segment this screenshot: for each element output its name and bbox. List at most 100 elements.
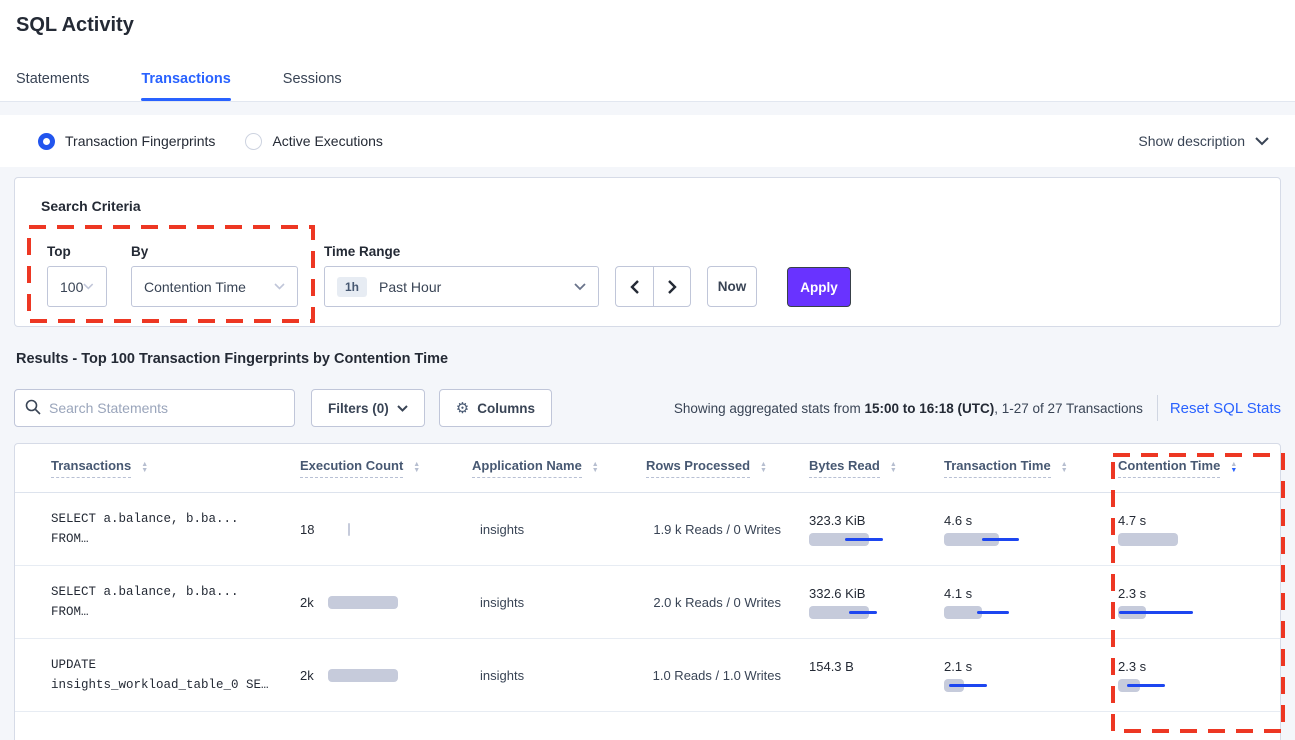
by-select[interactable]: Contention Time <box>131 266 298 307</box>
time-pager <box>615 266 691 307</box>
rows-processed-cell: 2.0 k Reads / 0 Writes <box>653 594 781 610</box>
radio-active-executions[interactable]: Active Executions <box>245 132 383 150</box>
stats-divider <box>1156 395 1158 421</box>
transaction-time-cell: 4.1 s <box>944 586 1118 619</box>
column-header-transaction-time[interactable]: Transaction Time ▲ ▼ <box>944 458 1118 478</box>
next-time-button[interactable] <box>653 267 690 306</box>
execution-count-cell: 18 <box>300 522 472 537</box>
search-criteria-heading: Search Criteria <box>41 198 141 214</box>
bytes-read-bar <box>809 605 919 619</box>
by-value: Contention Time <box>144 278 246 295</box>
bytes-read-cell: 154.3 B <box>809 659 944 692</box>
chevron-right-icon <box>668 279 677 294</box>
bytes-read-cell: 323.3 KiB <box>809 513 944 546</box>
transaction-fingerprint-link[interactable]: UPDATE insights_workload_table_0 SE… <box>51 658 269 692</box>
contention-time-cell: 4.7 s <box>1118 513 1246 546</box>
previous-time-button[interactable] <box>616 267 653 306</box>
chevron-down-icon <box>1255 136 1269 145</box>
transaction-fingerprint-link[interactable]: SELECT a.balance, b.ba... FROM… <box>51 585 239 619</box>
column-header-execution-count[interactable]: Execution Count ▲ ▼ <box>300 458 472 478</box>
tab-transactions[interactable]: Transactions <box>141 61 232 101</box>
search-criteria-card: Search Criteria Top 100 By Contention Ti… <box>14 177 1281 327</box>
sort-icon[interactable]: ▲ ▼ <box>141 461 149 474</box>
transaction-fingerprint-link[interactable]: SELECT a.balance, b.ba... FROM… <box>51 512 239 546</box>
by-label: By <box>131 244 149 259</box>
apply-button[interactable]: Apply <box>787 267 851 307</box>
sort-icon[interactable]: ▲ ▼ <box>889 461 897 474</box>
execution-count-bar <box>327 668 403 682</box>
top-select[interactable]: 100 <box>47 266 107 307</box>
sort-icon[interactable]: ▲ ▼ <box>413 461 421 474</box>
application-name-cell[interactable]: insights <box>480 521 525 537</box>
results-controls-row: Filters (0) ⚙ Columns Showing aggregated… <box>14 389 1281 427</box>
tab-divider <box>0 101 1295 102</box>
tab-sessions[interactable]: Sessions <box>282 71 342 87</box>
transaction-time-cell: 4.6 s <box>944 513 1118 546</box>
chevron-down-icon <box>574 282 586 290</box>
page-title: SQL Activity <box>16 14 134 36</box>
transaction-time-bar <box>944 532 1054 546</box>
table-header-row: Transactions ▲ ▼ Execution Count ▲ ▼ Appli… <box>15 444 1280 493</box>
column-header-contention-time[interactable]: Contention Time ▲ ▼ <box>1118 458 1246 478</box>
time-range-select[interactable]: 1h Past Hour <box>324 266 599 307</box>
view-toggle-row: Transaction Fingerprints Active Executio… <box>0 115 1295 167</box>
now-button[interactable]: Now <box>707 266 757 307</box>
contention-time-bar <box>1118 605 1228 619</box>
chevron-left-icon <box>629 279 639 294</box>
transaction-time-bar <box>944 605 1054 619</box>
contention-time-bar <box>1118 678 1228 692</box>
table-row: SELECT a.balance, b.ba... FROM… 2k insigh… <box>15 566 1280 639</box>
sort-icon[interactable]: ▲ ▼ <box>760 461 767 474</box>
reset-sql-stats-link[interactable]: Reset SQL Stats <box>1169 399 1281 417</box>
transaction-time-bar <box>944 678 1054 692</box>
time-range-label: Time Range <box>324 244 401 259</box>
sort-icon[interactable]: ▲ ▼ <box>591 461 599 474</box>
transaction-time-cell: 2.1 s <box>944 659 1118 692</box>
execution-count-bar <box>327 595 403 609</box>
tab-statements[interactable]: Statements <box>16 71 90 87</box>
column-header-application-name[interactable]: Application Name ▲ ▼ <box>472 458 646 478</box>
contention-time-cell: 2.3 s <box>1118 659 1246 692</box>
chevron-down-icon <box>274 283 285 290</box>
page-header: SQL Activity Statements Transactions Ses… <box>0 0 1295 102</box>
column-header-rows-processed[interactable]: Rows Processed ▲ ▼ <box>646 458 809 478</box>
execution-count-cell: 2k <box>300 595 472 610</box>
radio-label: Transaction Fingerprints <box>65 133 216 149</box>
aggregated-stats-text: Showing aggregated stats from 15:00 to 1… <box>673 400 1143 416</box>
radio-unselected-icon[interactable] <box>245 132 263 150</box>
table-row: SELECT a.balance, b.ba... FROM… 18 insigh… <box>15 493 1280 566</box>
radio-selected-icon[interactable] <box>38 132 55 150</box>
show-description-toggle[interactable]: Show description <box>1138 133 1269 149</box>
time-range-value: Past Hour <box>379 278 442 295</box>
transactions-table: Transactions ▲ ▼ Execution Count ▲ ▼ Appli… <box>14 443 1281 740</box>
filters-button[interactable]: Filters (0) <box>311 389 425 427</box>
sort-icon[interactable]: ▲ ▼ <box>1060 461 1068 474</box>
bytes-read-bar <box>809 532 919 546</box>
chevron-down-icon <box>397 404 408 412</box>
show-description-label: Show description <box>1138 133 1245 149</box>
columns-button[interactable]: ⚙ Columns <box>438 389 552 427</box>
columns-label: Columns <box>477 400 535 416</box>
chevron-down-icon <box>83 283 94 290</box>
search-icon <box>25 399 41 420</box>
tab-bar: Statements Transactions Sessions <box>16 61 1279 101</box>
search-statements-input[interactable] <box>14 389 295 427</box>
table-row: UPDATE insights_workload_table_0 SE… 2k i… <box>15 639 1280 712</box>
radio-transaction-fingerprints[interactable]: Transaction Fingerprints <box>38 132 216 150</box>
gear-icon: ⚙ <box>455 400 470 417</box>
radio-label: Active Executions <box>272 133 383 149</box>
time-range-badge: 1h <box>337 276 368 297</box>
results-heading: Results - Top 100 Transaction Fingerprin… <box>16 351 449 367</box>
application-name-cell[interactable]: insights <box>480 594 525 610</box>
column-header-bytes-read[interactable]: Bytes Read ▲ ▼ <box>809 458 944 478</box>
execution-count-cell: 2k <box>300 668 472 683</box>
sort-icon-active-desc[interactable]: ▲ ▼ <box>1230 461 1238 474</box>
column-header-transactions[interactable]: Transactions ▲ ▼ <box>51 458 300 478</box>
bytes-read-cell: 332.6 KiB <box>809 586 944 619</box>
execution-count-bar <box>328 522 403 536</box>
contention-time-cell: 2.3 s <box>1118 586 1246 619</box>
rows-processed-cell: 1.0 Reads / 1.0 Writes <box>652 667 781 683</box>
bytes-read-bar <box>809 679 919 692</box>
filters-label: Filters (0) <box>328 400 389 416</box>
application-name-cell[interactable]: insights <box>480 667 525 683</box>
